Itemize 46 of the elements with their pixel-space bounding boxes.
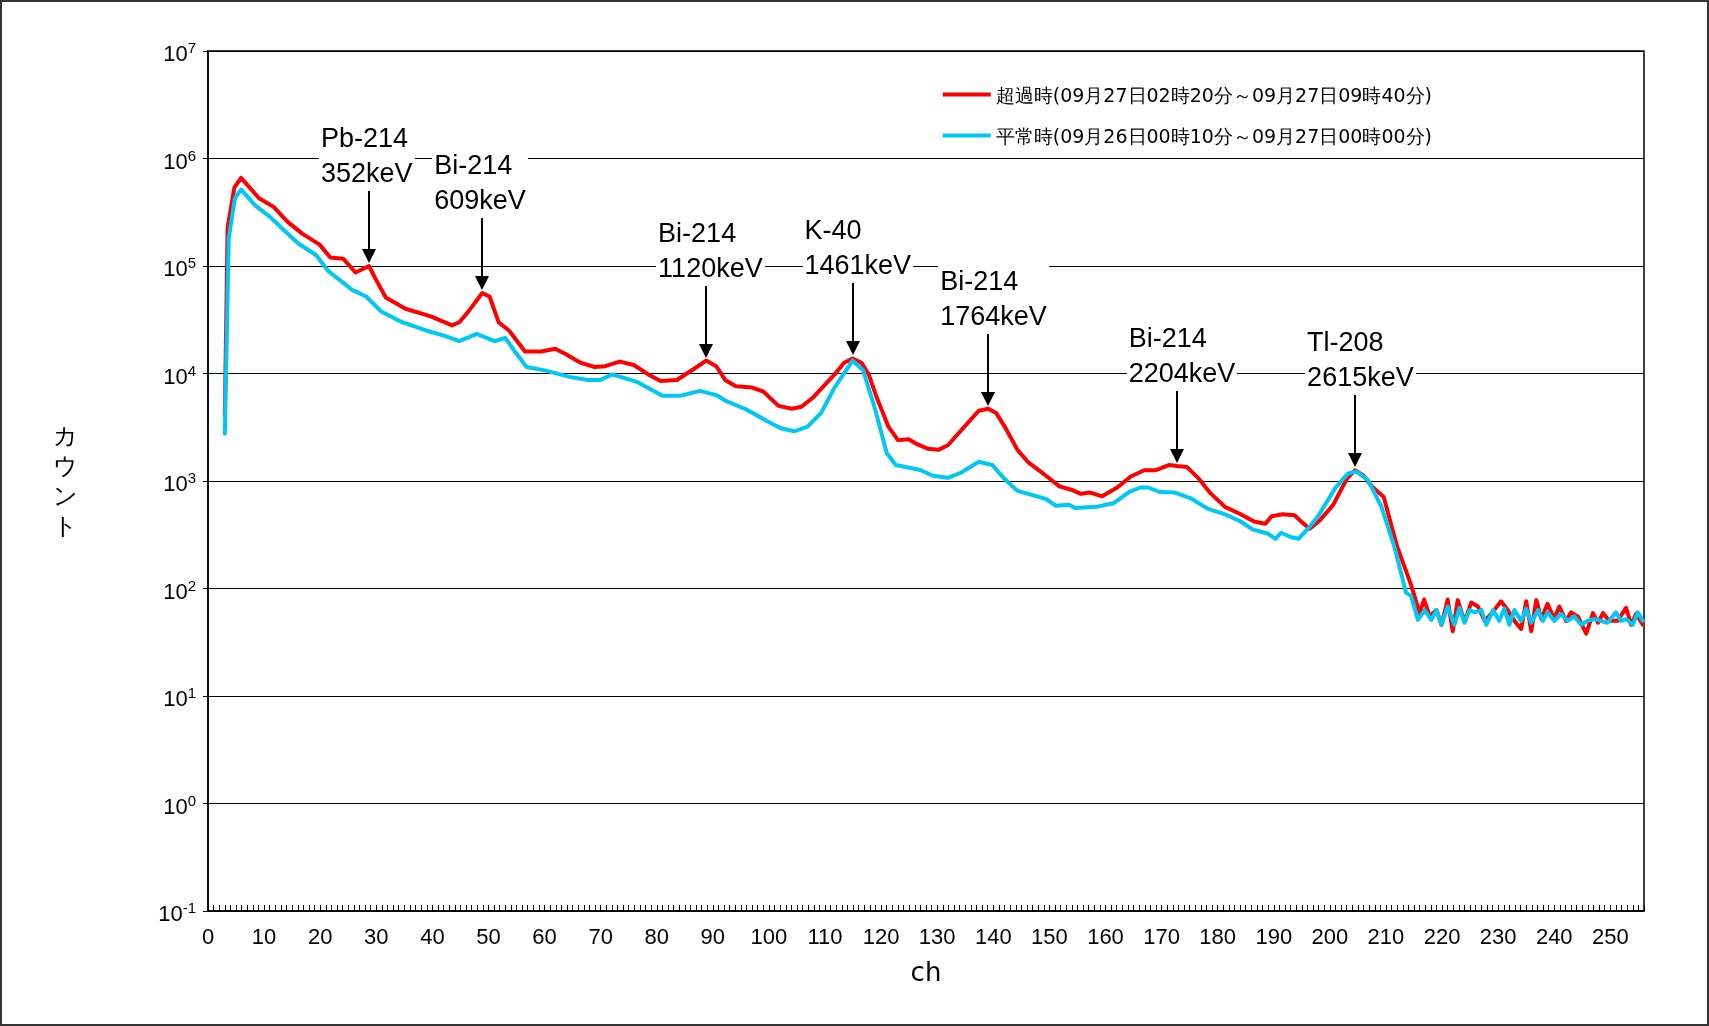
x-tick-label: 210 [1367,923,1405,949]
x-tick-label: 110 [807,923,843,949]
annotation: Pb-214 352keV [318,121,415,191]
x-tick-label: 240 [1535,923,1573,949]
legend-label: 平常時(09月26日00時10分～09月27日00時00分) [995,124,1433,147]
legend-label: 超過時(09月27日02時20分～09月27日09時40分) [995,83,1433,106]
x-tick-label: 230 [1479,923,1517,949]
annotation: Bi-214 1120keV [656,215,765,286]
x-tick-label: 100 [750,923,788,949]
x-tick-label: 140 [974,923,1012,949]
x-tick-label: 130 [918,923,956,949]
x-tick-label: 190 [1255,923,1293,949]
y-tick-label: 10$^{2}$ [163,576,196,605]
x-tick-label: 250 [1591,923,1629,949]
x-tick-label: 160 [1087,923,1124,949]
x-tick-label: 50 [476,923,501,949]
x-tick-label: 20 [307,923,333,949]
annotation: Bi-214 1764keV [938,263,1049,334]
y-tick-label: 10$^{4}$ [163,361,196,390]
x-tick-label: 0 [201,923,215,949]
x-tick-label: 120 [862,923,900,949]
y-tick-label: 10$^{5}$ [163,253,196,283]
x-tick-label: 70 [588,923,613,949]
annotation: Tl-208 2615keV [1305,325,1416,396]
y-tick-label: 10$^{3}$ [163,468,196,498]
x-tick-label: 40 [420,923,445,949]
x-tick-label: 180 [1199,923,1237,949]
x-axis-title: ch [910,957,942,987]
annotation: Bi-214 609keV [432,148,528,219]
x-tick-label: 90 [700,923,726,949]
x-tick-label: 150 [1031,923,1068,949]
x-tick-label: 30 [364,923,389,949]
x-tick-label: 10 [251,923,277,949]
x-tick-label: 60 [532,923,557,949]
y-tick-label: 10$^{1}$ [163,683,196,713]
annotation: K-40 1461keV [802,213,914,284]
x-tick-label: 80 [644,923,669,949]
x-tick-label: 170 [1143,923,1180,949]
y-tick-label: 10$^{0}$ [163,791,196,820]
y-tick-label: 10$^{-1}$ [158,898,196,928]
x-tick-label: 200 [1311,923,1349,949]
y-tick-label: 10$^{7}$ [163,38,196,68]
x-tick-label: 220 [1423,923,1461,949]
annotation: Bi-214 2204keV [1126,320,1238,391]
y-tick-label: 10$^{6}$ [163,146,196,175]
y-axis-title: カウント [53,422,78,540]
